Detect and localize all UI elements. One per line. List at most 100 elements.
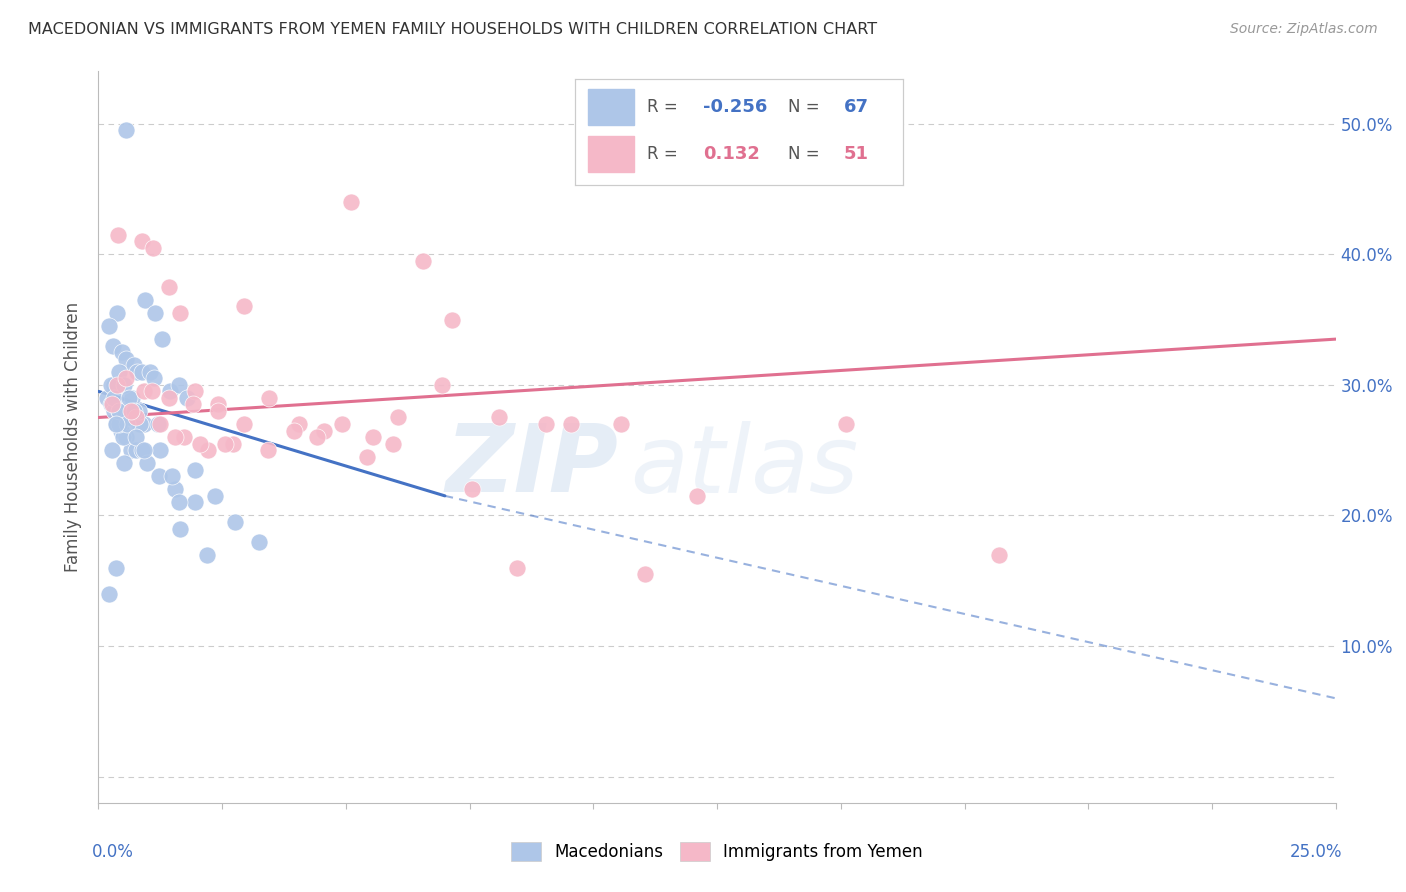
Point xyxy=(283,424,305,438)
Point xyxy=(112,456,135,470)
Point xyxy=(340,194,363,209)
Point xyxy=(105,306,128,320)
Point xyxy=(356,450,378,464)
Point xyxy=(122,358,145,372)
Point xyxy=(142,371,165,385)
Point xyxy=(441,312,464,326)
Point xyxy=(135,456,157,470)
Point xyxy=(204,489,226,503)
Point xyxy=(184,495,207,509)
Point xyxy=(120,404,142,418)
Point xyxy=(122,404,145,418)
Point xyxy=(188,436,211,450)
Point xyxy=(167,495,190,509)
Point xyxy=(176,391,198,405)
Point xyxy=(461,483,484,497)
Text: 0.0%: 0.0% xyxy=(93,843,134,861)
Point xyxy=(118,391,141,405)
Point xyxy=(312,424,335,438)
Text: 25.0%: 25.0% xyxy=(1289,843,1341,861)
Point xyxy=(142,241,165,255)
Point xyxy=(835,417,858,431)
Point xyxy=(131,234,153,248)
Point xyxy=(104,417,127,431)
Point xyxy=(149,443,172,458)
Point xyxy=(488,410,510,425)
Point xyxy=(160,469,183,483)
Point xyxy=(169,306,191,320)
Point xyxy=(103,339,125,353)
Point xyxy=(143,306,166,320)
Point xyxy=(412,253,434,268)
Point xyxy=(112,410,135,425)
Point xyxy=(381,436,404,450)
Point xyxy=(122,404,145,418)
Point xyxy=(609,417,631,431)
Point xyxy=(560,417,582,431)
Point xyxy=(288,417,311,431)
Text: atlas: atlas xyxy=(630,421,859,512)
Point xyxy=(183,397,205,411)
Point xyxy=(107,227,129,242)
Point xyxy=(157,391,180,405)
Point xyxy=(505,560,527,574)
Point xyxy=(110,424,132,438)
Point xyxy=(108,365,131,379)
Point xyxy=(195,548,218,562)
Point xyxy=(207,397,229,411)
Point xyxy=(148,469,170,483)
Point xyxy=(124,430,146,444)
Point xyxy=(224,515,246,529)
Text: MACEDONIAN VS IMMIGRANTS FROM YEMEN FAMILY HOUSEHOLDS WITH CHILDREN CORRELATION : MACEDONIAN VS IMMIGRANTS FROM YEMEN FAMI… xyxy=(28,22,877,37)
Point xyxy=(98,587,121,601)
Point xyxy=(184,384,207,399)
Point xyxy=(96,391,118,405)
Point xyxy=(159,384,181,399)
Point xyxy=(124,443,146,458)
Point xyxy=(120,443,142,458)
Point xyxy=(132,443,155,458)
Point xyxy=(131,443,153,458)
Point xyxy=(104,560,127,574)
Point xyxy=(634,567,657,582)
Point xyxy=(387,410,409,425)
Point xyxy=(167,377,190,392)
Point xyxy=(104,417,127,431)
Text: ZIP: ZIP xyxy=(446,420,619,512)
Point xyxy=(134,293,156,307)
Point xyxy=(536,417,558,431)
Point xyxy=(165,430,187,444)
Point xyxy=(146,417,169,431)
Point xyxy=(141,384,163,399)
Point xyxy=(112,430,135,444)
Text: Source: ZipAtlas.com: Source: ZipAtlas.com xyxy=(1230,22,1378,37)
Point xyxy=(207,404,229,418)
Point xyxy=(307,430,329,444)
Point xyxy=(197,443,219,458)
Point xyxy=(108,417,131,431)
Point xyxy=(98,319,121,334)
Point xyxy=(165,483,187,497)
Point xyxy=(149,417,172,431)
Point xyxy=(124,410,146,425)
Point xyxy=(988,548,1011,562)
Point xyxy=(686,489,709,503)
Point xyxy=(330,417,353,431)
Point xyxy=(157,280,180,294)
Point xyxy=(111,345,134,359)
Point xyxy=(169,521,191,535)
Legend: Macedonians, Immigrants from Yemen: Macedonians, Immigrants from Yemen xyxy=(505,835,929,868)
Point xyxy=(118,410,141,425)
Point xyxy=(103,377,125,392)
Point xyxy=(115,417,138,431)
Point xyxy=(101,443,124,458)
Point xyxy=(112,377,135,392)
Point xyxy=(150,332,173,346)
Point xyxy=(114,123,136,137)
Point xyxy=(432,377,454,392)
Point xyxy=(114,371,136,385)
Point xyxy=(139,365,162,379)
Y-axis label: Family Households with Children: Family Households with Children xyxy=(65,302,83,572)
Point xyxy=(184,463,207,477)
Point xyxy=(129,417,152,431)
